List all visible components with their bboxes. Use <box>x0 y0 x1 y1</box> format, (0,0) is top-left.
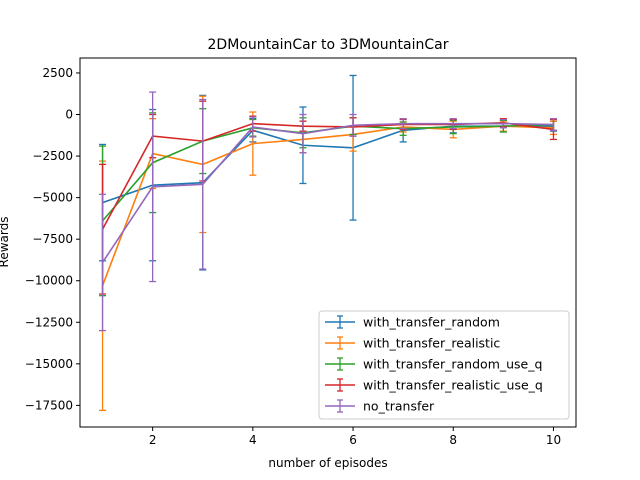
x-tick-label: 2 <box>149 433 157 447</box>
error-bar <box>549 118 557 131</box>
x-tick-label: 8 <box>449 433 457 447</box>
series-with_transfer_random <box>99 74 557 271</box>
legend-label: no_transfer <box>363 399 435 414</box>
y-tick-label: −10000 <box>25 274 73 288</box>
y-tick-label: −12500 <box>25 315 73 329</box>
x-tick-label: 10 <box>546 433 561 447</box>
y-tick-label: −7500 <box>32 232 73 246</box>
legend-box <box>318 310 570 420</box>
series-line <box>101 122 554 230</box>
error-bar <box>399 118 407 130</box>
y-tick-label: −2500 <box>32 149 73 163</box>
error-bar <box>199 98 207 270</box>
x-tick-label: 4 <box>249 433 257 447</box>
y-tick-label: −17500 <box>25 398 73 412</box>
error-bar <box>249 116 257 138</box>
y-tick-label: 0 <box>65 108 73 122</box>
error-bar <box>449 118 457 130</box>
plot-content <box>99 74 557 412</box>
series-line <box>101 125 554 287</box>
chart-title: 2DMountainCar to 3DMountainCar <box>208 37 449 53</box>
error-bar <box>299 113 307 154</box>
axis-ticks: 2 4 6 8 10 2500 0 −2500 −5000 −7500 −10000 −12500 −1… <box>25 66 561 447</box>
legend-entry: with_transfer_realistic <box>325 336 500 351</box>
x-tick-label: 6 <box>349 433 357 447</box>
series-line <box>101 122 554 263</box>
legend-label: with_transfer_random <box>363 315 500 330</box>
legend-label: with_transfer_realistic <box>363 336 500 351</box>
y-tick-label: −15000 <box>25 357 73 371</box>
legend-entry: no_transfer <box>325 399 435 414</box>
legend: with_transfer_random with_transfer_realis… <box>318 310 570 420</box>
series-no_transfer <box>99 91 557 332</box>
legend-label: with_transfer_random_use_q <box>363 357 542 372</box>
error-bar <box>499 118 507 129</box>
legend-entry: with_transfer_random_use_q <box>325 357 542 372</box>
legend-entry: with_transfer_random <box>325 315 500 330</box>
y-axis-label: Rewards <box>0 217 11 268</box>
error-bar <box>149 91 157 283</box>
y-tick-label: −5000 <box>32 191 73 205</box>
series-line <box>101 123 554 222</box>
error-bar <box>99 193 107 332</box>
x-axis-label: number of episodes <box>268 456 387 470</box>
legend-entry: with_transfer_realistic_use_q <box>325 378 543 393</box>
error-bar <box>349 113 357 137</box>
axes-frame <box>79 57 577 428</box>
legend-label: with_transfer_realistic_use_q <box>363 378 543 393</box>
y-tick-label: 2500 <box>42 66 73 80</box>
